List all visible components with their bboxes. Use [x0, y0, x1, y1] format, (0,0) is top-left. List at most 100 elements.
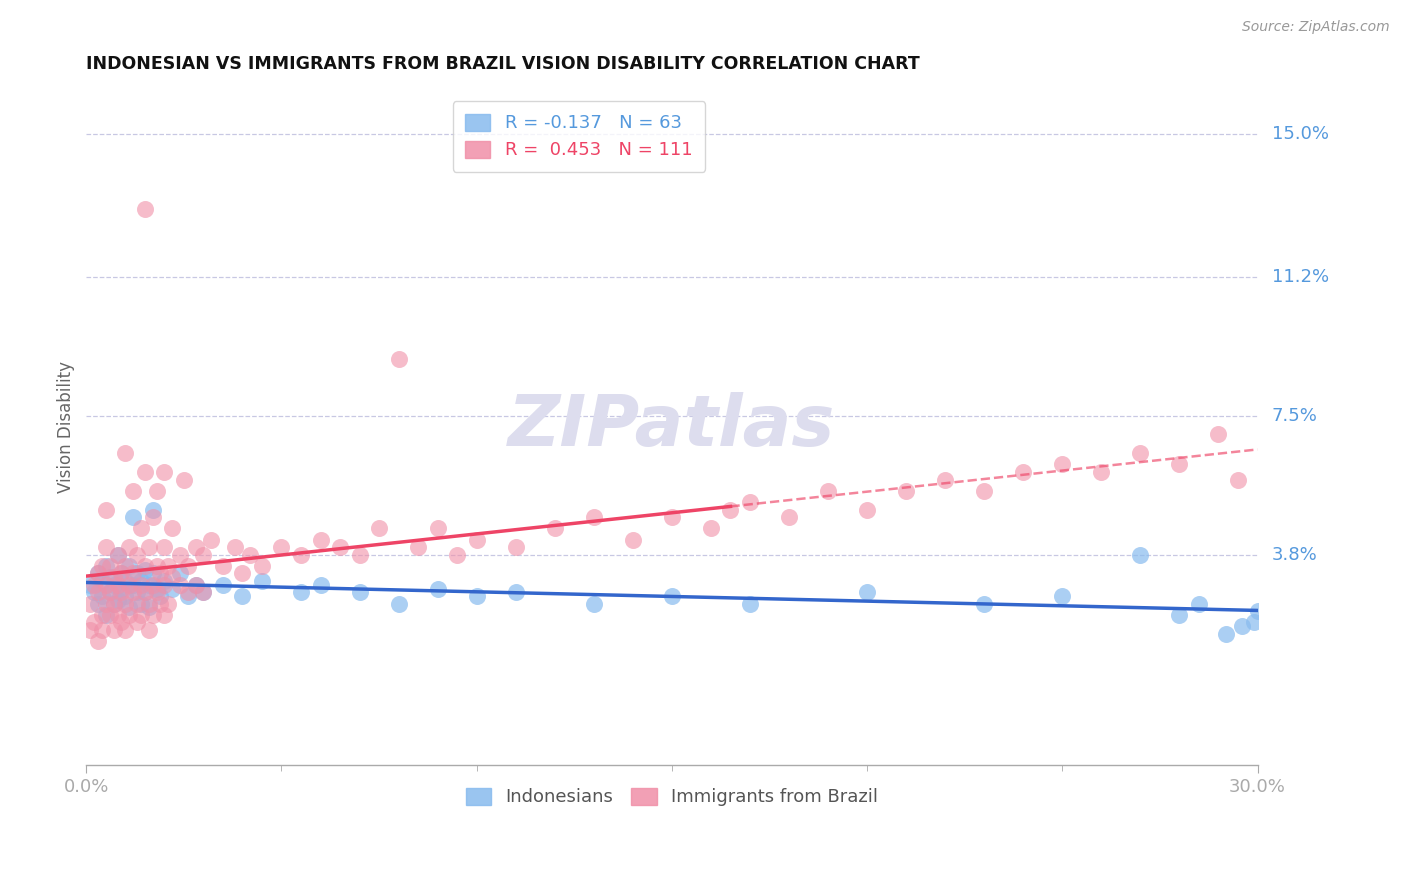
Point [388, 597, 411, 611]
Point [103, 578, 125, 592]
Point [505, 540, 527, 554]
Point [142, 510, 165, 524]
Point [94, 559, 117, 574]
Point [1012, 465, 1035, 479]
Point [153, 578, 176, 592]
Point [177, 559, 200, 574]
Text: Source: ZipAtlas.com: Source: ZipAtlas.com [1241, 20, 1389, 34]
Point [90, 559, 112, 574]
Point [661, 510, 683, 524]
Text: ZIPatlas: ZIPatlas [508, 392, 835, 461]
Point [129, 607, 152, 622]
Point [103, 623, 125, 637]
Point [184, 540, 207, 554]
Point [103, 570, 125, 584]
Point [90, 589, 112, 603]
Point [122, 585, 145, 599]
Point [129, 578, 152, 592]
Point [114, 574, 136, 588]
Point [621, 533, 644, 547]
Point [110, 615, 132, 630]
Point [368, 521, 391, 535]
Point [153, 540, 176, 554]
Point [142, 578, 165, 592]
Point [138, 600, 160, 615]
Point [250, 574, 273, 588]
Point [107, 607, 129, 622]
Point [894, 483, 917, 498]
Point [114, 589, 136, 603]
Point [738, 495, 761, 509]
Point [231, 566, 253, 581]
Point [224, 540, 246, 554]
Point [110, 582, 132, 596]
Point [149, 597, 172, 611]
Text: 7.5%: 7.5% [1271, 407, 1317, 425]
Point [94, 502, 117, 516]
Point [125, 566, 148, 581]
Point [98, 559, 121, 574]
Point [349, 548, 371, 562]
Point [122, 578, 145, 592]
Point [87, 566, 110, 581]
Point [90, 607, 112, 622]
Point [79, 578, 101, 592]
Point [193, 548, 215, 562]
Point [250, 559, 273, 574]
Point [465, 589, 488, 603]
Text: INDONESIAN VS IMMIGRANTS FROM BRAZIL VISION DISABILITY CORRELATION CHART: INDONESIAN VS IMMIGRANTS FROM BRAZIL VIS… [86, 55, 920, 73]
Point [118, 559, 141, 574]
Point [145, 585, 167, 599]
Point [426, 582, 449, 596]
Point [270, 540, 292, 554]
Point [153, 465, 176, 479]
Point [145, 559, 167, 574]
Point [193, 585, 215, 599]
Point [114, 446, 136, 460]
Point [125, 548, 148, 562]
Point [1129, 548, 1152, 562]
Point [122, 566, 145, 581]
Point [212, 559, 235, 574]
Point [134, 559, 156, 574]
Point [1168, 458, 1191, 472]
Text: 11.2%: 11.2% [1271, 268, 1329, 285]
Point [505, 585, 527, 599]
Point [134, 202, 156, 216]
Point [231, 589, 253, 603]
Point [582, 597, 605, 611]
Point [1188, 597, 1211, 611]
Point [1090, 465, 1112, 479]
Point [134, 465, 156, 479]
Point [98, 585, 121, 599]
Point [200, 533, 222, 547]
Point [134, 585, 156, 599]
Point [1129, 446, 1152, 460]
Point [193, 585, 215, 599]
Point [98, 585, 121, 599]
Point [107, 548, 129, 562]
Point [83, 615, 105, 630]
Point [856, 502, 879, 516]
Point [98, 570, 121, 584]
Point [107, 548, 129, 562]
Point [290, 548, 312, 562]
Point [118, 607, 141, 622]
Point [290, 585, 312, 599]
Point [465, 533, 488, 547]
Point [157, 597, 180, 611]
Point [142, 502, 165, 516]
Point [118, 578, 141, 592]
Point [169, 566, 191, 581]
Point [349, 585, 371, 599]
Point [1227, 473, 1250, 487]
Point [1246, 604, 1268, 618]
Point [160, 582, 183, 596]
Point [79, 623, 101, 637]
Point [426, 521, 449, 535]
Point [145, 483, 167, 498]
Point [973, 483, 995, 498]
Point [406, 540, 429, 554]
Point [160, 521, 183, 535]
Point [1052, 589, 1074, 603]
